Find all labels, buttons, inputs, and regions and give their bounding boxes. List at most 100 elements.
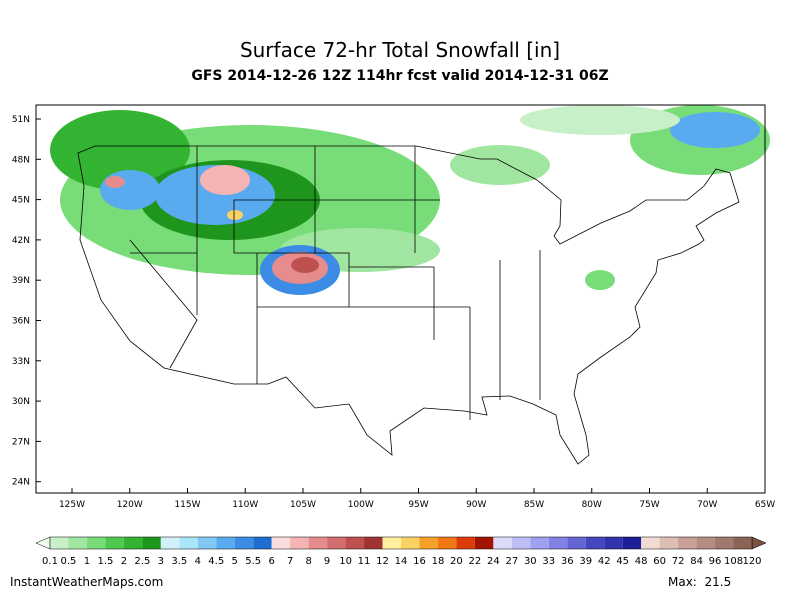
longitude-label: 80W	[582, 500, 602, 510]
colorbar-box	[678, 537, 697, 549]
colorbar-label: 45	[616, 556, 629, 567]
longitude-label: 65W	[755, 500, 775, 510]
colorbar-label: 42	[598, 556, 611, 567]
snowfall-field	[50, 105, 770, 295]
colorbar-label: 30	[524, 556, 537, 567]
colorbar-label: 36	[561, 556, 574, 567]
colorbar-box	[696, 537, 716, 549]
colorbar-box	[493, 537, 512, 549]
colorbar-box	[123, 537, 143, 549]
colorbar-box	[234, 537, 254, 549]
colorbar-label: 18	[432, 556, 445, 567]
colorbar-box	[179, 537, 198, 549]
boundaries	[77, 145, 740, 465]
colorbar-box	[511, 537, 531, 549]
source-label: InstantWeatherMaps.com	[10, 575, 163, 589]
colorbar-label: 20	[450, 556, 463, 567]
longitude-label: 110W	[232, 500, 258, 510]
colorbar-label: 16	[413, 556, 426, 567]
colorbar-label: 0.1	[42, 556, 58, 567]
colorbar-label: 3	[158, 556, 164, 567]
latitude-label: 51N	[12, 115, 30, 125]
colorbar-box	[364, 537, 383, 549]
colorbar-label: 14	[395, 556, 408, 567]
colorbar-label: 108	[724, 556, 743, 567]
colorbar-box	[160, 537, 180, 549]
colorbar-label: 1.5	[97, 556, 113, 567]
colorbar-box	[308, 537, 328, 549]
colorbar-box	[456, 537, 475, 549]
colorbar-box	[68, 537, 87, 549]
colorbar-box	[622, 537, 642, 549]
colorbar-label: 2.5	[134, 556, 150, 567]
colorbar-box	[271, 537, 291, 549]
colorbar-label: 7	[287, 556, 293, 567]
colorbar-arrow-left	[35, 536, 51, 550]
latitude-label: 33N	[12, 357, 30, 367]
colorbar-label: 48	[635, 556, 648, 567]
colorbar-box	[105, 537, 124, 549]
latitude-label: 42N	[12, 236, 30, 246]
colorbar-box	[401, 537, 420, 549]
colorbar-label: 0.5	[61, 556, 77, 567]
colorbar-box	[604, 537, 623, 549]
colorbar-label: 8	[305, 556, 311, 567]
colorbar-box	[733, 537, 752, 549]
longitude-label: 120W	[117, 500, 143, 510]
latitude-label: 39N	[12, 276, 30, 286]
latitude-label: 30N	[12, 397, 30, 407]
longitude-label: 125W	[59, 500, 85, 510]
colorbar-label: 120	[742, 556, 761, 567]
longitude-label: 100W	[348, 500, 374, 510]
colorbar-box	[50, 537, 69, 549]
latitude-label: 48N	[12, 155, 30, 165]
latitude-label: 27N	[12, 437, 30, 447]
latitude-axis: 51N 48N 45N 42N 39N 36N 33N 30N 27N 24N	[12, 115, 41, 488]
colorbar-label: 22	[469, 556, 482, 567]
colorbar-box	[290, 537, 309, 549]
longitude-axis: 125W 120W 115W 110W 105W 100W 95W 90W 85W 80W 75W 7…	[59, 488, 775, 510]
colorbar-box	[253, 537, 272, 549]
longitude-label: 70W	[697, 500, 717, 510]
colorbar-box	[548, 537, 568, 549]
longitude-label: 115W	[174, 500, 200, 510]
longitude-label: 75W	[639, 500, 659, 510]
longitude-label: 95W	[408, 500, 428, 510]
colorbar-box	[659, 537, 679, 549]
colorbar-label: 3.5	[171, 556, 187, 567]
colorbar-label: 27	[505, 556, 518, 567]
colorbar-box	[216, 537, 235, 549]
colorbar-label: 11	[358, 556, 371, 567]
colorbar-label: 4.5	[208, 556, 224, 567]
colorbar-box	[345, 537, 365, 549]
colorbar-label: 4	[195, 556, 201, 567]
max-label: Max: 21.5	[668, 575, 731, 589]
colorbar-label: 2	[121, 556, 127, 567]
colorbar: 0.1 0.5 1 1.5 2 2.5 3 3.5 4 4.5 5 5.5 6 7 8 9 10 11 12 14 16…	[35, 536, 767, 567]
colorbar-label: 96	[709, 556, 722, 567]
colorbar-box	[715, 537, 734, 549]
subtitle: GFS 2014-12-26 12Z 114hr fcst valid 2014…	[191, 68, 608, 84]
colorbar-label: 9	[324, 556, 330, 567]
colorbar-label: 5.5	[245, 556, 261, 567]
colorbar-box	[419, 537, 438, 549]
colorbar-label: 24	[487, 556, 500, 567]
latitude-label: 24N	[12, 478, 30, 488]
latitude-label: 45N	[12, 196, 30, 206]
colorbar-box	[585, 537, 605, 549]
title: Surface 72-hr Total Snowfall [in]	[240, 38, 560, 62]
colorbar-outline	[49, 536, 753, 550]
colorbar-label: 1	[84, 556, 90, 567]
latitude-label: 36N	[12, 317, 30, 327]
longitude-label: 105W	[290, 500, 316, 510]
longitude-label: 90W	[466, 500, 486, 510]
colorbar-label: 39	[579, 556, 592, 567]
colorbar-label: 84	[690, 556, 703, 567]
colorbar-label: 6	[268, 556, 274, 567]
colorbar-box	[327, 537, 346, 549]
colorbar-box	[382, 537, 401, 549]
colorbar-label: 33	[542, 556, 555, 567]
colorbar-box	[567, 537, 586, 549]
